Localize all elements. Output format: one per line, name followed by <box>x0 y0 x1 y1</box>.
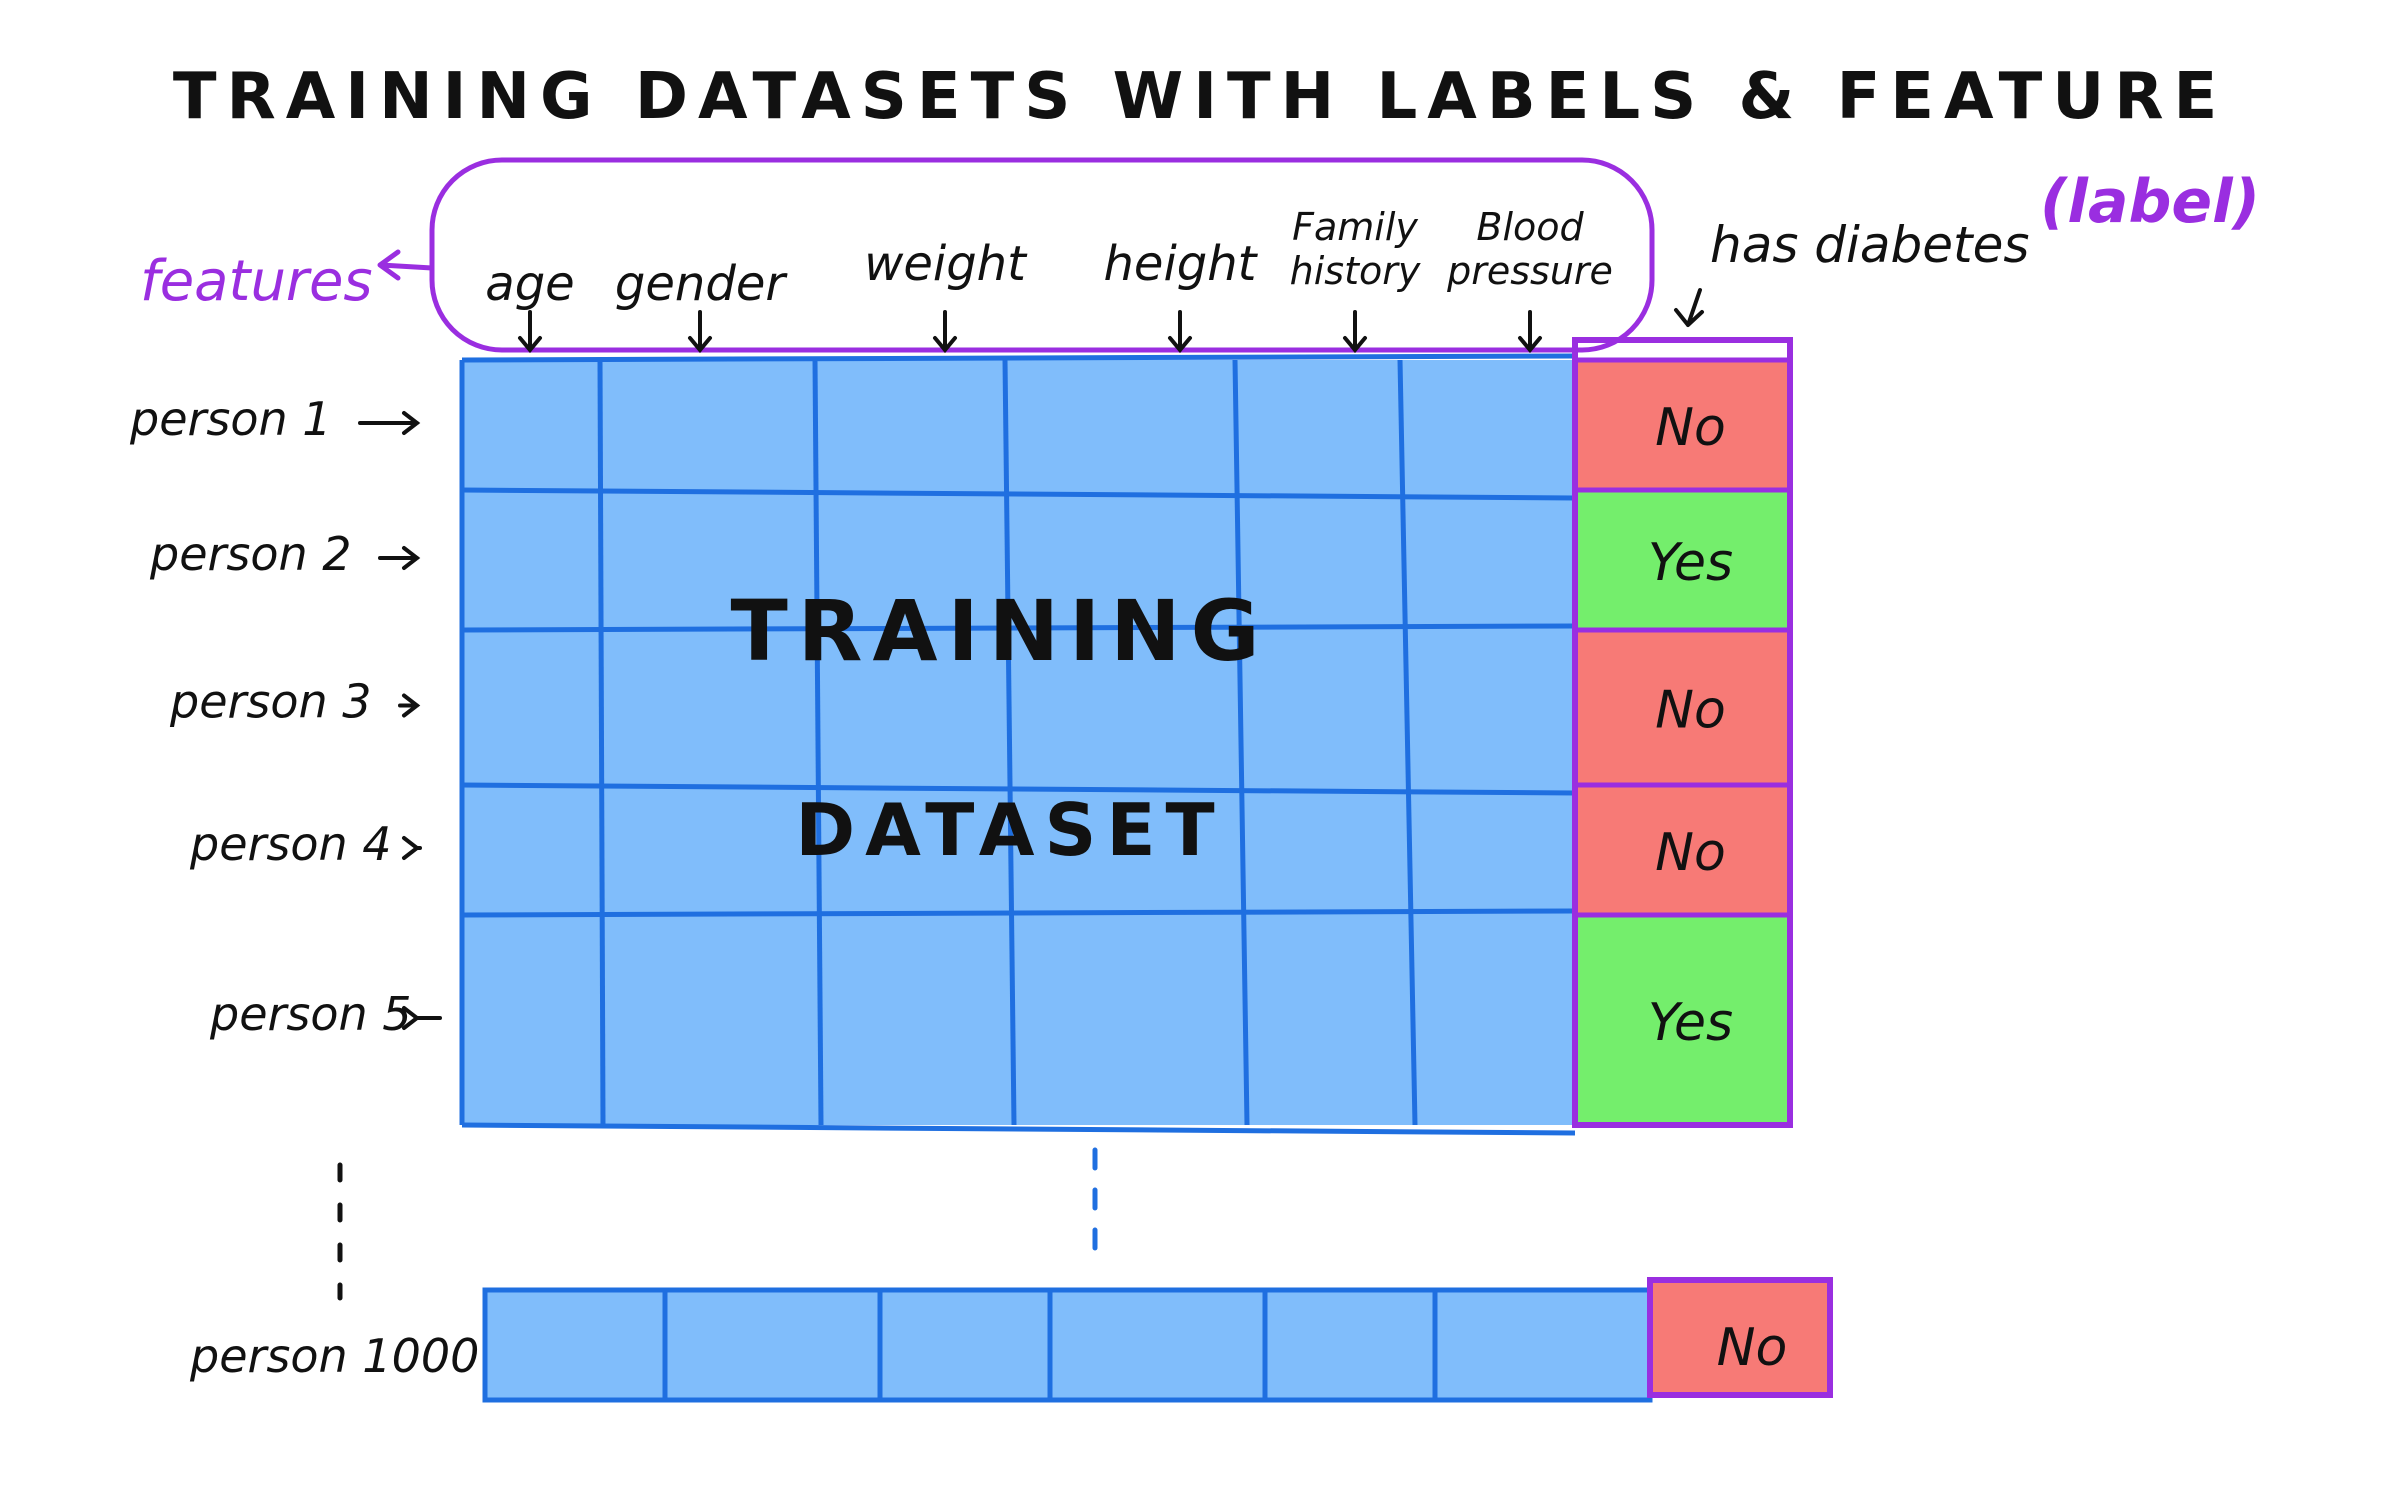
label-value-3: No <box>1655 681 1726 741</box>
row-label-3: person 3 <box>169 675 372 729</box>
center-text-line-2: DATASET <box>795 788 1224 872</box>
feature-header-5-part-2: history <box>1290 249 1421 293</box>
label-value-4: No <box>1655 823 1726 883</box>
last-row-label-cell <box>1647 1277 1833 1398</box>
center-text-line-1: TRAINING <box>730 582 1269 680</box>
label-tag: (label) <box>2040 167 2260 237</box>
diagram-title: TRAINING DATASETS WITH LABELS & FEATURE <box>173 60 2227 134</box>
features-label: features <box>140 249 373 314</box>
feature-header-3: weight <box>864 236 1028 292</box>
row-labels: person 1 person 2 person 3 person 4 person 5 <box>129 392 442 1041</box>
label-header: has diabetes <box>1710 216 2029 274</box>
row-arrow-5 <box>402 1006 442 1030</box>
feature-arrow-4 <box>1168 310 1192 354</box>
feature-header-5-part-1: Family <box>1292 205 1418 249</box>
label-value-2: Yes <box>1648 533 1733 593</box>
feature-header-6-part-2: pressure <box>1446 249 1613 293</box>
feature-header-1: age <box>485 256 574 312</box>
label-value-1: No <box>1655 398 1726 458</box>
label-arrow <box>1674 288 1704 327</box>
feature-header-6-part-1: Blood <box>1476 205 1584 249</box>
grid-hline <box>461 623 1576 633</box>
feature-arrow-5 <box>1343 310 1367 354</box>
last-row: No person 1000 <box>189 1277 1833 1403</box>
row-label-1: person 1 <box>129 392 332 446</box>
grid-vline <box>597 359 606 1126</box>
training-grid <box>459 353 1596 1136</box>
label-column: No Yes No No Yes <box>1572 337 1793 1128</box>
feature-arrow-3 <box>933 310 957 354</box>
label-column-outline <box>1572 337 1793 1128</box>
last-row-name: person 1000 <box>189 1329 479 1383</box>
features-outline <box>429 157 1655 353</box>
feature-arrow-2 <box>688 310 712 354</box>
grid-hline <box>461 1122 1576 1136</box>
grid-hline <box>461 908 1576 918</box>
row-arrow-4 <box>402 836 422 860</box>
grid-hline <box>461 782 1576 796</box>
feature-arrow-6 <box>1518 310 1542 354</box>
feature-header-4: height <box>1104 236 1259 292</box>
grid-vline <box>1232 359 1250 1126</box>
grid-vline <box>812 359 824 1126</box>
row-label-2: person 2 <box>149 527 352 581</box>
row-label-5: person 5 <box>209 987 412 1041</box>
row-label-4: person 4 <box>189 817 392 871</box>
grid-hline <box>461 353 1576 363</box>
features-pointer-arrow <box>377 249 435 281</box>
feature-header-2: gender <box>615 256 788 312</box>
grid-fill <box>462 360 1575 1125</box>
label-value-5: Yes <box>1648 993 1733 1053</box>
feature-arrow-1 <box>518 310 542 354</box>
last-row-fill <box>482 1287 1653 1403</box>
row-arrow-3 <box>398 693 421 718</box>
last-row-label-value: No <box>1717 1318 1788 1378</box>
row-arrow-1 <box>358 411 421 435</box>
grid-hline <box>461 487 1576 501</box>
grid-vline <box>1002 359 1017 1126</box>
row-arrow-2 <box>378 546 421 570</box>
grid-vline <box>1397 359 1418 1126</box>
